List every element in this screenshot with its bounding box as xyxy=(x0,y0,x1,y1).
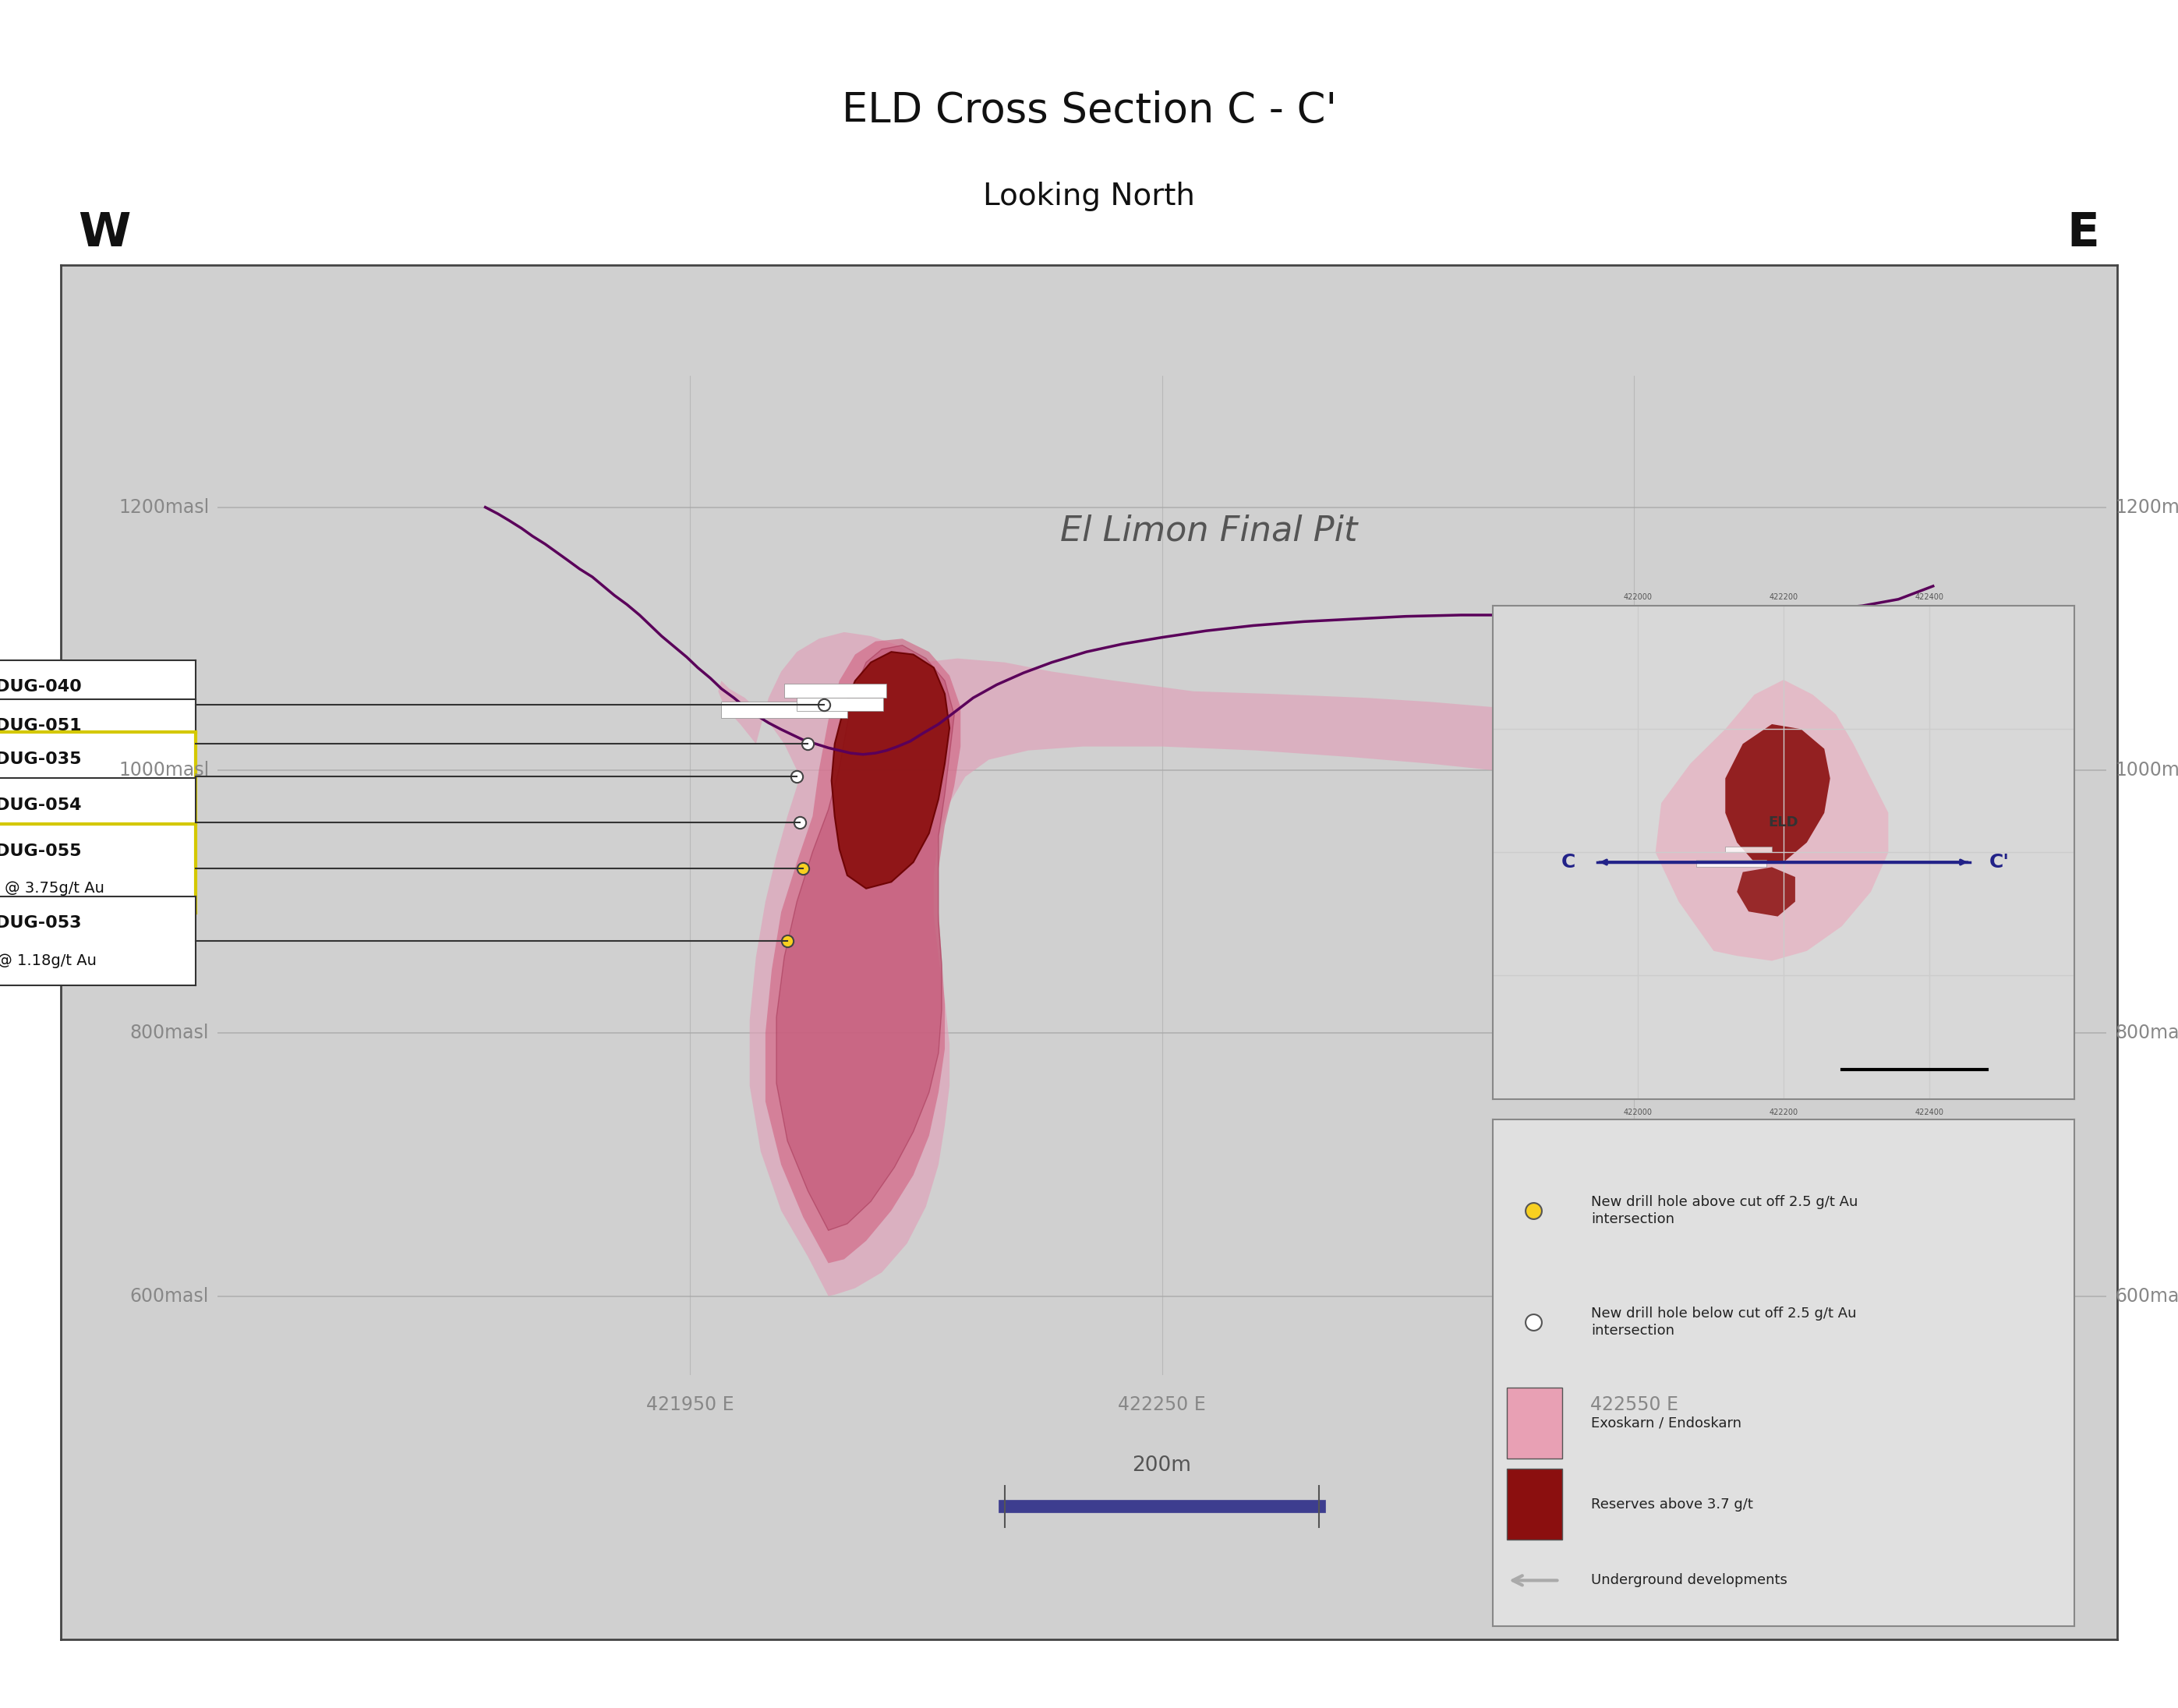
Text: LDUG-053: LDUG-053 xyxy=(0,915,81,931)
Polygon shape xyxy=(832,652,950,888)
Text: 600masl: 600masl xyxy=(131,1286,209,1305)
Text: 1000masl: 1000masl xyxy=(2115,760,2178,779)
Polygon shape xyxy=(1738,868,1795,917)
Text: Underground developments: Underground developments xyxy=(1592,1573,1788,1587)
Text: New drill hole above cut off 2.5 g/t Au
intersection: New drill hole above cut off 2.5 g/t Au … xyxy=(1592,1196,1858,1226)
Text: 800masl: 800masl xyxy=(131,1023,209,1042)
Text: El Limon Final Pit: El Limon Final Pit xyxy=(1061,514,1357,547)
Text: 422550 E: 422550 E xyxy=(1590,1395,1677,1414)
Text: Reserves above 3.7 g/t: Reserves above 3.7 g/t xyxy=(1592,1498,1753,1512)
Text: 1200masl: 1200masl xyxy=(118,497,209,516)
Text: C': C' xyxy=(1989,852,2008,871)
Text: 422400: 422400 xyxy=(1914,593,1943,601)
Text: 422400: 422400 xyxy=(1914,1108,1943,1117)
Text: 1000masl: 1000masl xyxy=(118,760,209,779)
Text: 4.2m @ 6.67g/t Au: 4.2m @ 6.67g/t Au xyxy=(0,789,105,804)
Text: C: C xyxy=(1562,852,1575,871)
Bar xyxy=(721,702,847,717)
Text: ELD: ELD xyxy=(1769,816,1799,830)
Text: 422200: 422200 xyxy=(1769,1108,1799,1117)
Text: 7.7 @ 1.18g/t Au: 7.7 @ 1.18g/t Au xyxy=(0,953,98,968)
Polygon shape xyxy=(1725,724,1830,863)
Text: 422200: 422200 xyxy=(1769,593,1799,601)
Text: LDUG-054: LDUG-054 xyxy=(0,798,81,813)
Text: LDUG-051: LDUG-051 xyxy=(0,719,81,734)
Bar xyxy=(1725,847,1773,852)
Text: 200m: 200m xyxy=(1133,1455,1191,1476)
Bar xyxy=(1507,1469,1562,1541)
Bar xyxy=(797,699,884,711)
Text: 4.3m @ 2.19g/t Au: 4.3m @ 2.19g/t Au xyxy=(0,757,105,770)
Text: LDUG-055: LDUG-055 xyxy=(0,844,81,859)
Text: 4.4m @ 1.36g/t Au: 4.4m @ 1.36g/t Au xyxy=(0,717,105,731)
Polygon shape xyxy=(1655,680,1888,962)
Text: 600masl: 600masl xyxy=(2115,1286,2178,1305)
Bar xyxy=(1697,859,1766,868)
Text: LDUG-040: LDUG-040 xyxy=(0,678,81,695)
Text: 1200masl: 1200masl xyxy=(2115,497,2178,516)
Text: New drill hole below cut off 2.5 g/t Au
intersection: New drill hole below cut off 2.5 g/t Au … xyxy=(1592,1307,1858,1337)
Text: 4.2m @ 3.75g/t Au: 4.2m @ 3.75g/t Au xyxy=(0,881,105,895)
Polygon shape xyxy=(764,639,960,1264)
Text: ELD Cross Section C - C': ELD Cross Section C - C' xyxy=(841,91,1337,132)
Polygon shape xyxy=(719,632,1627,1296)
Text: 800masl: 800masl xyxy=(2115,1023,2178,1042)
Text: W: W xyxy=(78,210,131,256)
Bar xyxy=(1507,1389,1562,1459)
Text: 421950 E: 421950 E xyxy=(647,1395,734,1414)
Text: Exoskarn / Endoskarn: Exoskarn / Endoskarn xyxy=(1592,1416,1742,1430)
Text: LDUG-035: LDUG-035 xyxy=(0,752,81,767)
Polygon shape xyxy=(1694,618,1769,652)
Polygon shape xyxy=(775,646,954,1230)
Text: E: E xyxy=(2067,210,2100,256)
Text: 3.6m @ 2.29g/t Au: 3.6m @ 2.29g/t Au xyxy=(0,835,105,849)
Text: 422250 E: 422250 E xyxy=(1117,1395,1207,1414)
Text: Looking North: Looking North xyxy=(982,181,1196,212)
Bar xyxy=(784,683,886,699)
Text: 422000: 422000 xyxy=(1623,593,1653,601)
Text: 422000: 422000 xyxy=(1623,1108,1653,1117)
